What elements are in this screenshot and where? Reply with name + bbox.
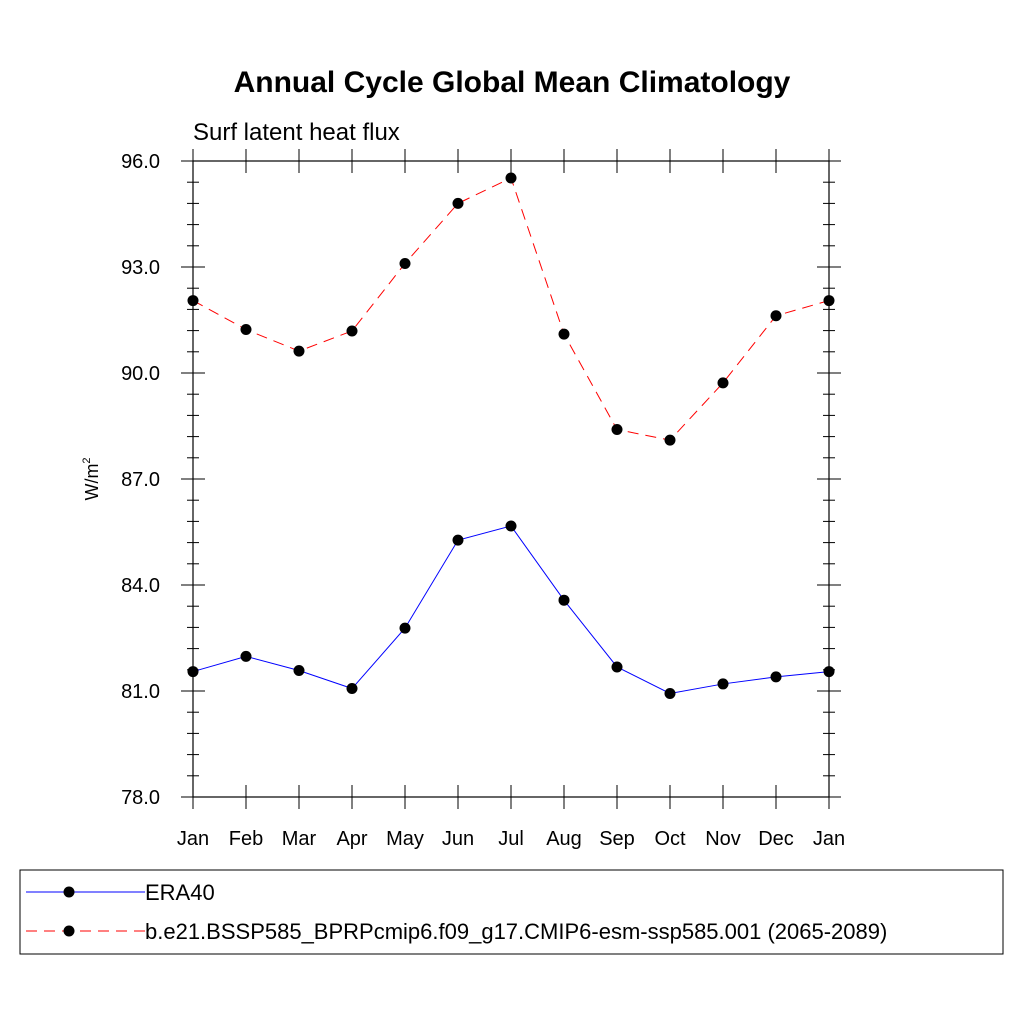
y-tick-label: 90.0 [121, 363, 160, 385]
data-point [452, 534, 464, 546]
data-point [293, 345, 305, 357]
x-tick-label: Aug [546, 828, 582, 850]
legend-marker [63, 886, 75, 898]
y-axis-label-superscript: 2 [81, 457, 93, 463]
data-point [452, 197, 464, 209]
x-tick-label: Oct [654, 828, 686, 850]
data-point [770, 310, 782, 322]
chart-title: Annual Cycle Global Mean Climatology [234, 66, 791, 99]
legend-label: ERA40 [145, 880, 215, 905]
x-tick-label: Jul [498, 828, 524, 850]
data-point [240, 650, 252, 662]
series-0 [187, 520, 835, 699]
data-point [187, 666, 199, 678]
y-tick-label: 78.0 [121, 787, 160, 809]
series-layer [187, 172, 835, 699]
x-tick-label: Sep [599, 828, 635, 850]
series-1 [187, 172, 835, 446]
x-tick-label: Jun [442, 828, 474, 850]
data-point [240, 324, 252, 336]
data-point [717, 377, 729, 389]
data-point [664, 687, 676, 699]
x-tick-label: Dec [758, 828, 794, 850]
x-tick-labels: Jan Feb Mar Apr May Jun Jul Aug Sep Oct Nov Dec Jan [177, 828, 845, 850]
data-point [505, 520, 517, 532]
y-tick-label: 96.0 [121, 151, 160, 173]
chart-subtitle: Surf latent heat flux [193, 119, 400, 146]
x-tick-label: Feb [229, 828, 263, 850]
x-tick-label: Mar [282, 828, 317, 850]
data-point [505, 172, 517, 184]
data-point [823, 295, 835, 307]
x-tick-label: Nov [705, 828, 741, 850]
data-point [187, 295, 199, 307]
y-tick-label: 84.0 [121, 575, 160, 597]
data-point [823, 666, 835, 678]
series-line [192, 177, 830, 441]
data-point [611, 661, 623, 673]
data-point [346, 683, 358, 695]
y-tick-label: 81.0 [121, 681, 160, 703]
data-point [717, 678, 729, 690]
axis-ticks [181, 149, 841, 809]
data-point [558, 594, 570, 606]
x-tick-label: Jan [813, 828, 845, 850]
data-point [293, 665, 305, 677]
series-line [192, 525, 830, 694]
data-point [346, 325, 358, 337]
data-point [399, 257, 411, 269]
y-tick-label: 87.0 [121, 469, 160, 491]
legend-marker [63, 925, 75, 937]
legend-entry-1: b.e21.BSSP585_BPRPcmip6.f09_g17.CMIP6-es… [26, 919, 887, 944]
data-point [558, 328, 570, 340]
y-axis-label: W/m2 [81, 457, 102, 500]
y-tick-label: 93.0 [121, 257, 160, 279]
data-point [611, 424, 623, 436]
data-point [770, 671, 782, 683]
legend-entry-0: ERA40 [26, 880, 215, 905]
data-point [664, 434, 676, 446]
x-tick-label: May [386, 828, 424, 850]
y-tick-labels: 78.0 81.0 84.0 87.0 90.0 93.0 96.0 [121, 151, 160, 809]
legend-box [19, 869, 1004, 955]
data-point [399, 622, 411, 634]
legend: ERA40 b.e21.BSSP585_BPRPcmip6.f09_g17.CMI… [26, 880, 887, 944]
y-axis-label-base: W/m [82, 464, 102, 501]
plot-frame [192, 160, 830, 798]
x-tick-label: Apr [336, 828, 367, 850]
x-tick-label: Jan [177, 828, 209, 850]
legend-label: b.e21.BSSP585_BPRPcmip6.f09_g17.CMIP6-es… [145, 919, 887, 944]
